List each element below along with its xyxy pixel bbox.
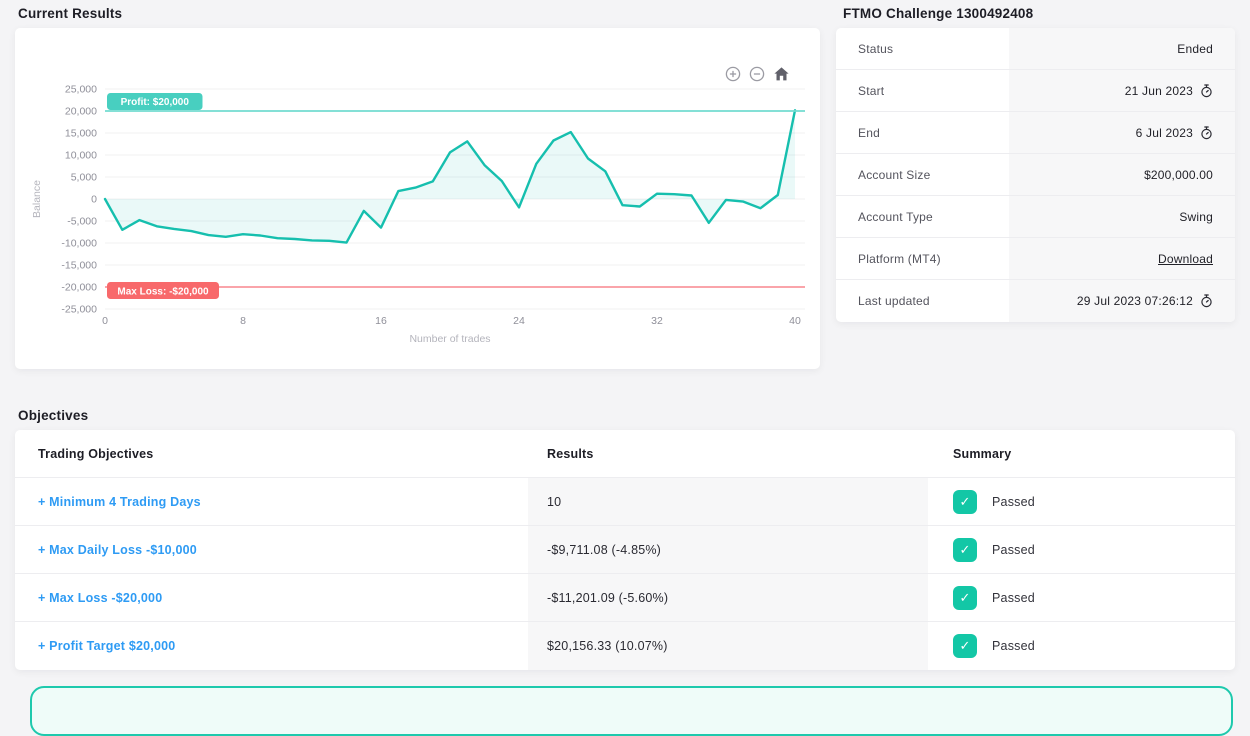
download-link[interactable]: Download (1158, 251, 1213, 266)
challenge-row-end: End 6 Jul 2023 (836, 112, 1235, 154)
challenge-row-status: Status Ended (836, 28, 1235, 70)
x-tick-label: 40 (789, 315, 801, 327)
passed-label: Passed (992, 542, 1035, 557)
balance-line (103, 109, 797, 244)
challenge-row-last-updated: Last updated 29 Jul 2023 07:26:12 (836, 280, 1235, 322)
y-axis-title: Balance (31, 180, 43, 218)
passed-label: Passed (992, 494, 1035, 509)
x-tick-label: 32 (651, 315, 663, 327)
profit-target-badge-label: Profit: $20,000 (121, 97, 190, 108)
x-tick-label: 16 (375, 315, 387, 327)
success-notice-box (30, 686, 1233, 736)
y-tick-label: 25,000 (65, 84, 97, 96)
challenge-row-start: Start 21 Jun 2023 (836, 70, 1235, 112)
current-results-title: Current Results (18, 6, 123, 21)
challenge-row-label: Status (858, 41, 894, 56)
objective-result: -$11,201.09 (-5.60%) (528, 574, 928, 621)
home-reset-icon[interactable] (773, 66, 790, 82)
challenge-row-value: 21 Jun 2023 (1009, 70, 1235, 111)
passed-label: Passed (992, 590, 1035, 605)
objective-row: + Max Daily Loss -$10,000 -$9,711.08 (-4.… (15, 526, 1235, 574)
y-tick-label: 20,000 (65, 106, 97, 118)
objective-result: 10 (528, 478, 928, 525)
profit-target-badge (107, 93, 203, 110)
objective-row: + Max Loss -$20,000 -$11,201.09 (-5.60%) ✓… (15, 574, 1235, 622)
passed-checkbox-icon[interactable]: ✓ (953, 634, 977, 658)
objective-expand-link[interactable]: + Max Loss -$20,000 (38, 590, 163, 605)
objective-result: $20,156.33 (10.07%) (528, 622, 928, 670)
objectives-table: Trading Objectives Results Summary + Min… (15, 430, 1235, 670)
passed-checkbox-icon[interactable]: ✓ (953, 585, 977, 610)
objective-row: + Minimum 4 Trading Days 10 ✓ Passed (15, 478, 1235, 526)
y-tick-label: -15,000 (61, 260, 97, 272)
objectives-header-row: Trading Objectives Results Summary (15, 430, 1235, 478)
objective-expand-link[interactable]: + Minimum 4 Trading Days (38, 494, 201, 509)
challenge-value-text: 21 Jun 2023 (1124, 83, 1193, 98)
y-tick-label: -5,000 (67, 216, 97, 228)
challenge-row-account-type: Account Type Swing (836, 196, 1235, 238)
passed-label: Passed (992, 639, 1035, 653)
zoom-out-icon[interactable] (749, 66, 765, 82)
objective-expand-link[interactable]: + Max Daily Loss -$10,000 (38, 542, 197, 557)
balance-chart[interactable]: 25,000 20,000 15,000 10,000 5,000 0 -5,000 -10,… (15, 28, 820, 369)
y-tick-label: 15,000 (65, 128, 97, 140)
challenge-row-account-size: Account Size $200,000.00 (836, 154, 1235, 196)
challenge-value-text: 6 Jul 2023 (1135, 125, 1193, 140)
objective-result: -$9,711.08 (-4.85%) (528, 526, 928, 573)
objective-expand-link[interactable]: + Profit Target $20,000 (38, 639, 176, 653)
challenge-row-label: Account Type (858, 209, 933, 224)
x-tick-label: 8 (240, 315, 246, 327)
y-tick-label: 0 (91, 194, 97, 206)
challenge-row-value: Ended (1009, 28, 1235, 69)
challenge-row-value: 6 Jul 2023 (1009, 112, 1235, 153)
y-tick-label: -20,000 (61, 282, 97, 294)
challenge-row-label: Last updated (858, 294, 930, 308)
challenge-details-card: Status Ended Start 21 Jun 2023 End 6 Jul 2023… (836, 28, 1235, 322)
x-axis-title: Number of trades (409, 333, 490, 345)
challenge-value-text: 29 Jul 2023 07:26:12 (1076, 294, 1193, 308)
clock-icon (1200, 294, 1213, 308)
challenge-value-text: $200,000.00 (1144, 167, 1213, 182)
challenge-row-label: End (858, 125, 880, 140)
challenge-value-text: Ended (1177, 41, 1213, 56)
y-tick-label: 10,000 (65, 150, 97, 162)
challenge-row-platform-mt4-: Platform (MT4) Download (836, 238, 1235, 280)
challenge-row-label: Account Size (858, 167, 931, 182)
challenge-row-value: 29 Jul 2023 07:26:12 (1009, 280, 1235, 322)
balance-area-fill (105, 110, 795, 243)
challenge-row-value: $200,000.00 (1009, 154, 1235, 195)
max-loss-badge-label: Max Loss: -$20,000 (117, 287, 209, 298)
challenge-row-value: Download (1009, 238, 1235, 279)
challenge-row-label: Platform (MT4) (858, 251, 941, 266)
y-tick-label: -10,000 (61, 238, 97, 250)
challenge-value-text: Swing (1179, 209, 1213, 224)
clock-icon (1200, 83, 1213, 98)
objectives-title: Objectives (18, 408, 89, 423)
challenge-row-value: Swing (1009, 196, 1235, 237)
x-tick-label: 24 (513, 315, 525, 327)
y-tick-label: 5,000 (71, 172, 97, 184)
y-tick-label: -25,000 (61, 304, 97, 316)
objective-row: + Profit Target $20,000 $20,156.33 (10.07… (15, 622, 1235, 670)
x-tick-label: 0 (102, 315, 108, 327)
passed-checkbox-icon[interactable]: ✓ (953, 489, 977, 514)
column-header-summary: Summary (953, 446, 1012, 461)
max-loss-badge (107, 282, 219, 299)
chart-toolbar (725, 66, 790, 82)
current-results-card: 25,000 20,000 15,000 10,000 5,000 0 -5,000 -10,… (15, 28, 820, 369)
zoom-in-icon[interactable] (725, 66, 741, 82)
clock-icon (1200, 125, 1213, 140)
passed-checkbox-icon[interactable]: ✓ (953, 537, 977, 562)
challenge-row-label: Start (858, 83, 885, 98)
column-header-trading-objectives: Trading Objectives (38, 446, 154, 461)
challenge-title: FTMO Challenge 1300492408 (843, 6, 1034, 21)
column-header-results: Results (547, 446, 594, 461)
